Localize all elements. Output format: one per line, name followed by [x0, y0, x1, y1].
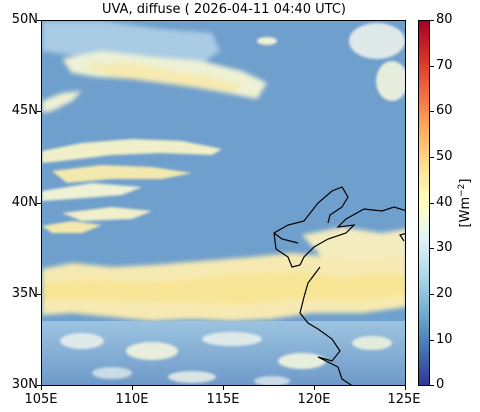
- lat-tick-mark-50: [37, 20, 41, 21]
- lat-tick-mark-45: [37, 111, 41, 112]
- lon-tick-mark-115: [223, 386, 224, 390]
- lat-tick-45: 45N: [11, 103, 38, 118]
- colorbar-tick-70: 70: [436, 58, 453, 73]
- lon-tick-mark-125: [405, 386, 406, 390]
- colorbar-tick-mark-60: [430, 111, 434, 112]
- colorbar-tick-mark-30: [430, 248, 434, 249]
- lon-tick-125: 125E: [387, 392, 421, 407]
- lon-tick-105: 105E: [24, 392, 58, 407]
- lat-tick-mark-40: [37, 203, 41, 204]
- colorbar-tick-mark-40: [430, 203, 434, 204]
- lon-tick-120: 120E: [297, 392, 331, 407]
- cloud-south-band: [42, 227, 405, 321]
- colorbar-tick-50: 50: [436, 149, 453, 164]
- cloud-streaks: [42, 139, 222, 233]
- colorbar-tick-60: 60: [436, 103, 453, 118]
- lat-tick-35: 35N: [11, 286, 38, 301]
- colorbar-label-prefix: [Wm: [458, 196, 474, 228]
- cloud-northeast: [257, 23, 405, 101]
- colorbar-label-exponent: −2: [456, 183, 467, 197]
- colorbar-tick-mark-50: [430, 157, 434, 158]
- map-field: [42, 21, 405, 385]
- colorbar: [418, 20, 430, 386]
- colorbar-tick-40: 40: [436, 195, 453, 210]
- map-title: UVA, diffuse ( 2026-04-11 04:40 UTC): [101, 2, 347, 17]
- colorbar-label: [Wm−2]: [457, 179, 473, 228]
- colorbar-tick-30: 30: [436, 240, 453, 255]
- lat-tick-mark-30: [37, 385, 41, 386]
- uva-diffuse-map: [41, 20, 406, 386]
- coastline: [273, 186, 405, 385]
- lon-tick-mark-120: [314, 386, 315, 390]
- lat-tick-40: 40N: [11, 195, 38, 210]
- colorbar-tick-mark-10: [430, 340, 434, 341]
- cloud-speckles: [60, 332, 392, 385]
- lon-tick-mark-110: [132, 386, 133, 390]
- lon-tick-115: 115E: [206, 392, 240, 407]
- lat-tick-30: 30N: [11, 377, 38, 392]
- colorbar-tick-20: 20: [436, 286, 453, 301]
- cloud-north: [42, 21, 267, 113]
- colorbar-label-suffix: ]: [458, 178, 474, 184]
- colorbar-tick-0: 0: [436, 377, 445, 392]
- colorbar-tick-mark-80: [430, 20, 434, 21]
- colorbar-tick-mark-20: [430, 294, 434, 295]
- lon-tick-mark-105: [41, 386, 42, 390]
- lat-tick-mark-35: [37, 294, 41, 295]
- lon-tick-110: 110E: [115, 392, 149, 407]
- lat-tick-50: 50N: [11, 12, 38, 27]
- colorbar-tick-80: 80: [436, 12, 453, 27]
- colorbar-tick-mark-0: [430, 385, 434, 386]
- colorbar-tick-mark-70: [430, 66, 434, 67]
- colorbar-tick-10: 10: [436, 332, 453, 347]
